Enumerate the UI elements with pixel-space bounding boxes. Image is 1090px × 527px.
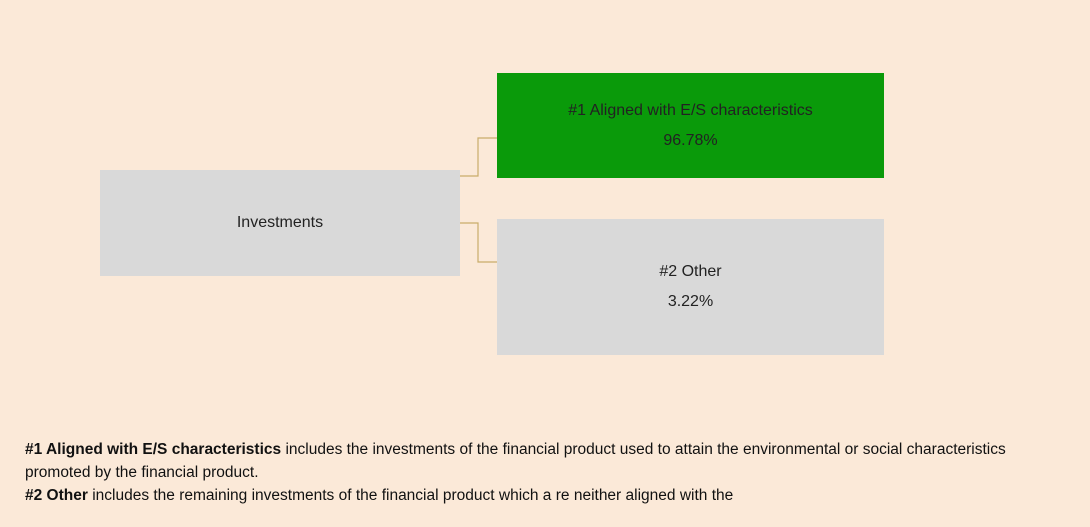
node: #1 Aligned with E/S characteristics 96.7… — [497, 73, 884, 178]
connector — [460, 222, 497, 263]
note-text: includes the remaining investments of th… — [92, 487, 734, 504]
node-label: #1 Aligned with E/S characteristics — [568, 101, 813, 119]
note-term: #2 Other — [25, 487, 88, 504]
node: #2 Other 3.22% — [497, 219, 884, 355]
connector — [460, 137, 497, 177]
note-text: includes the investments of the financia… — [25, 441, 1006, 481]
node: Investments — [100, 170, 460, 276]
node-value: 3.22% — [667, 293, 714, 310]
node-label: #2 Other — [659, 263, 722, 280]
node-label: Investments — [236, 214, 324, 231]
note-term: #1 Aligned with E/S characteristics — [25, 441, 282, 458]
note: #1 Aligned with E/S characteristics incl… — [25, 438, 1070, 484]
node-value: 96.78% — [663, 131, 718, 149]
note: #2 Other includes the remaining investme… — [25, 484, 1070, 507]
notes: #1 Aligned with E/S characteristics incl… — [25, 438, 1070, 507]
